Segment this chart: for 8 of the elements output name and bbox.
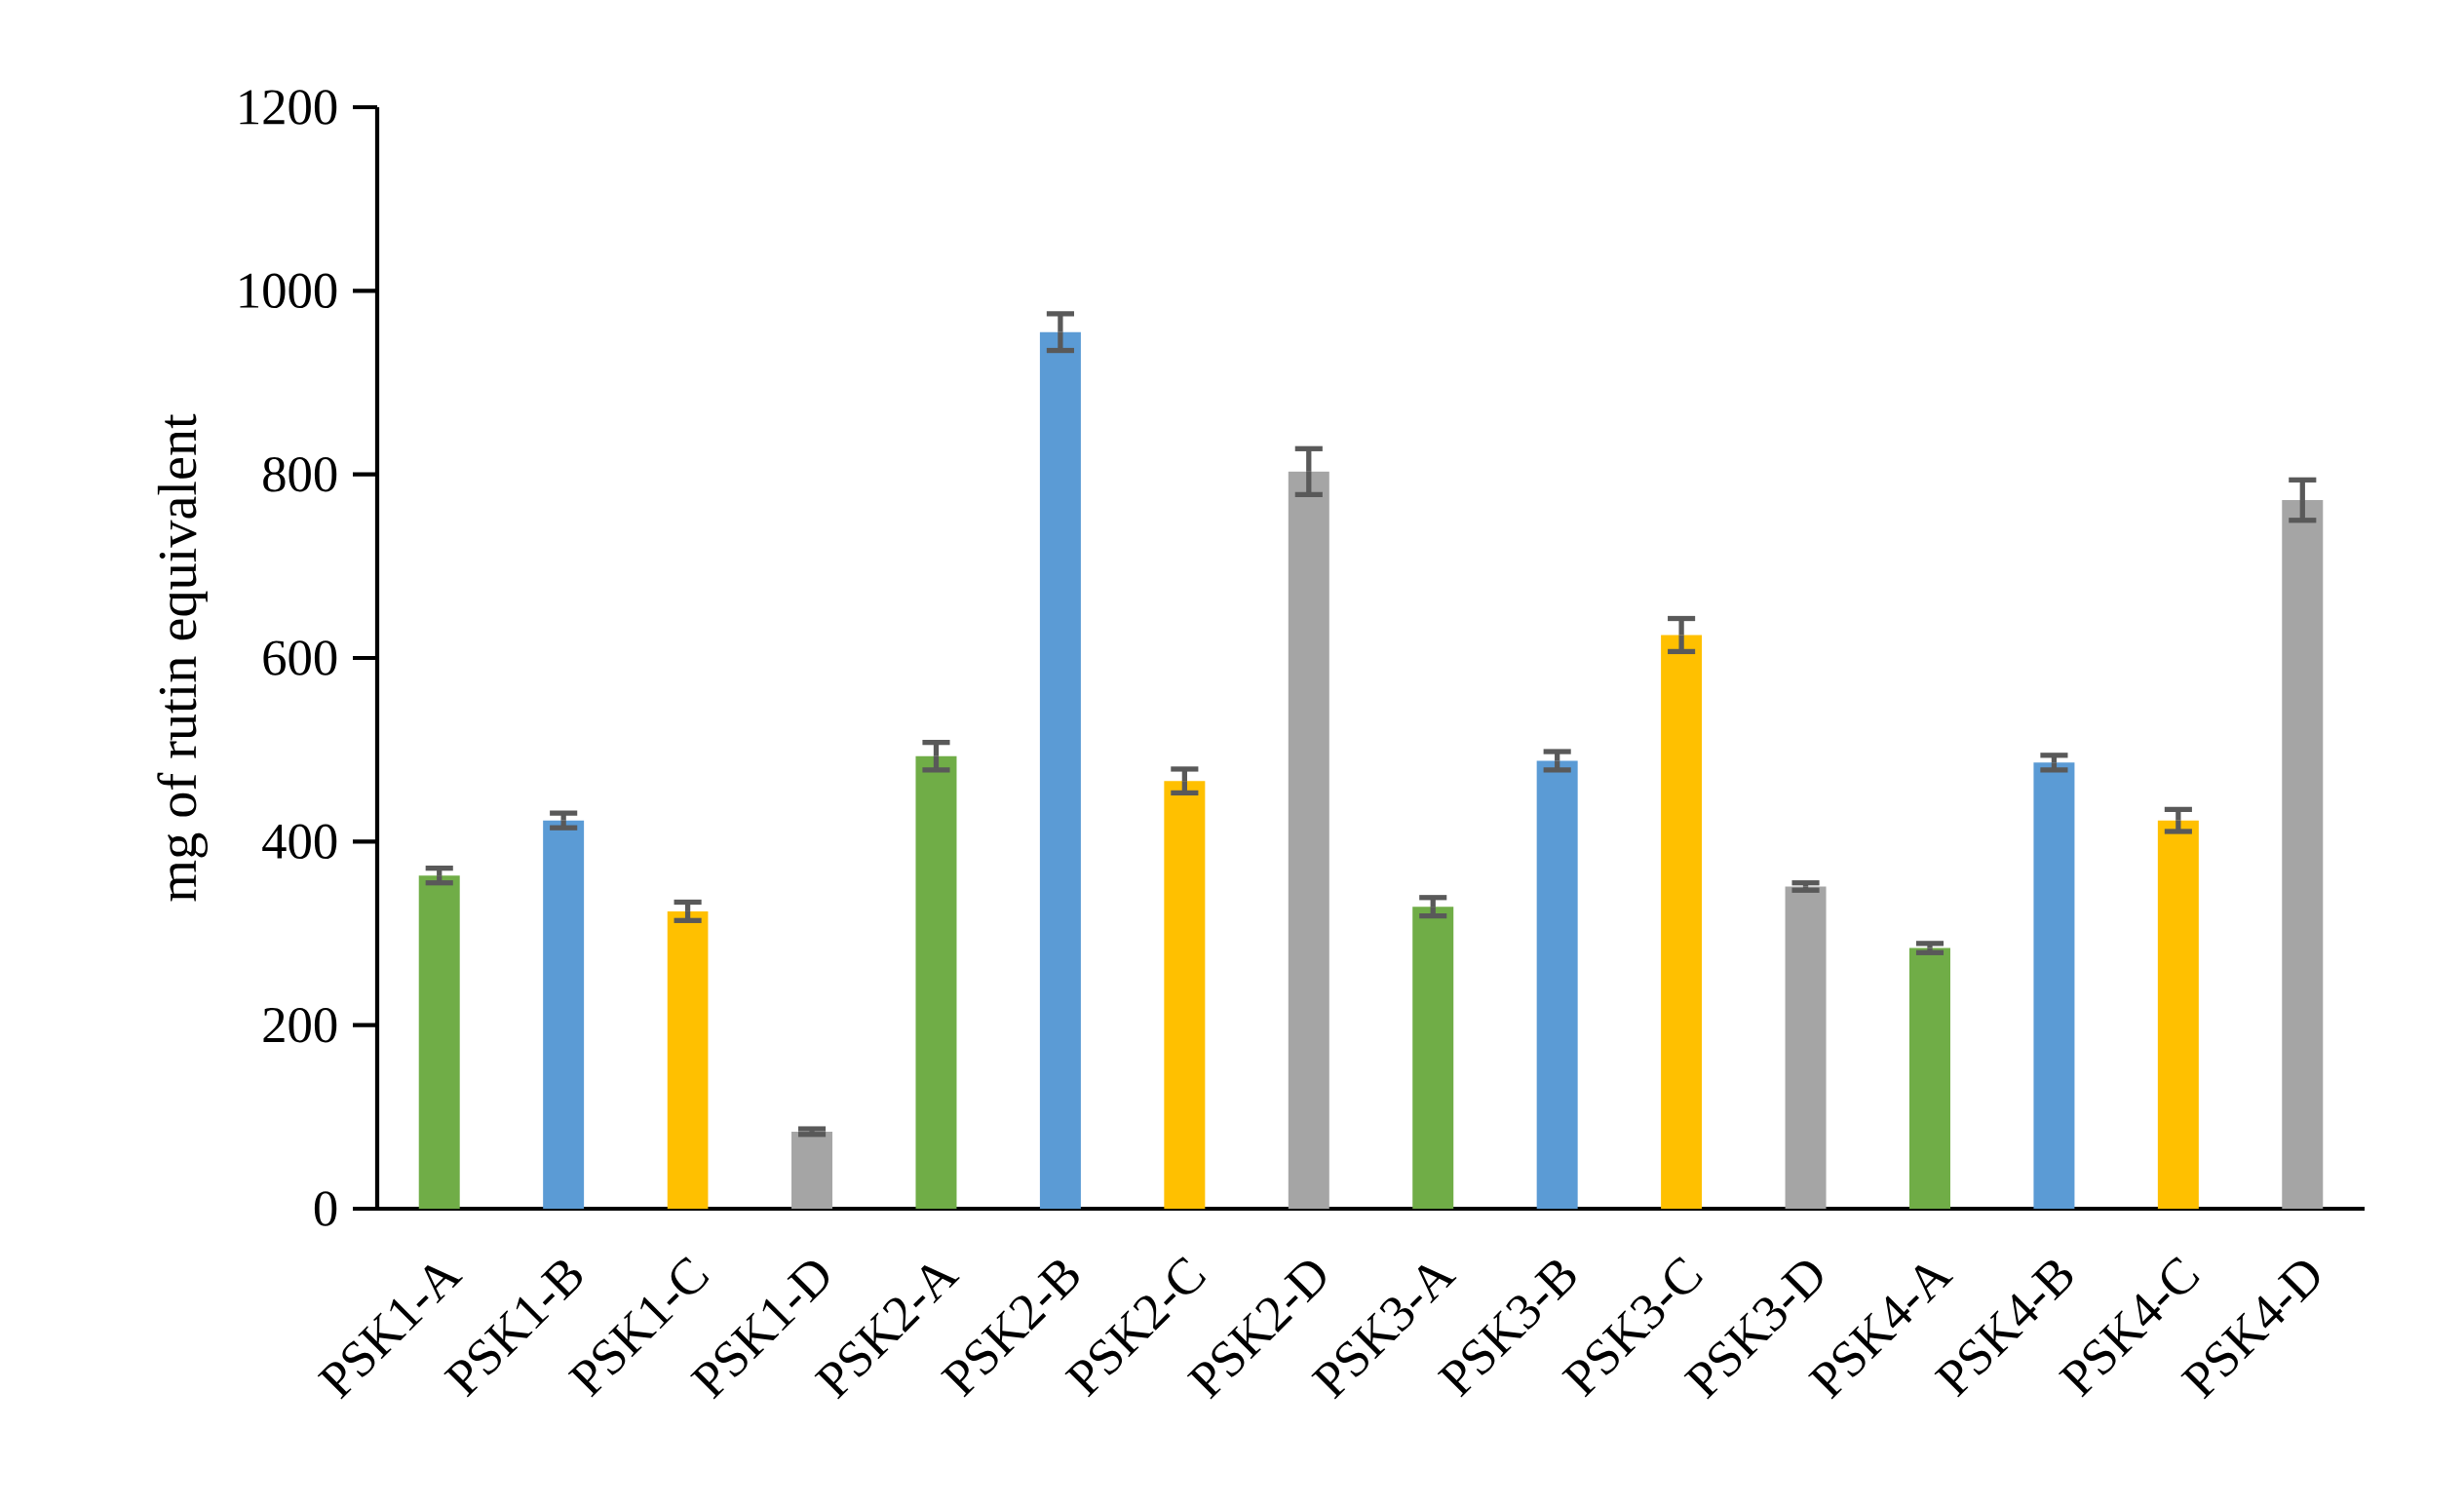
- y-tick-label: 0: [314, 1191, 337, 1226]
- y-tick-label: 1000: [240, 273, 337, 309]
- y-tick-label: 200: [263, 1007, 337, 1043]
- y-axis-title: mg of rutin equivalent: [157, 413, 208, 902]
- y-tick-label: 400: [262, 824, 337, 860]
- y-tick-label: 800: [263, 456, 337, 492]
- y-tick-label: 600: [263, 640, 337, 676]
- y-tick-label: 1200: [240, 90, 337, 125]
